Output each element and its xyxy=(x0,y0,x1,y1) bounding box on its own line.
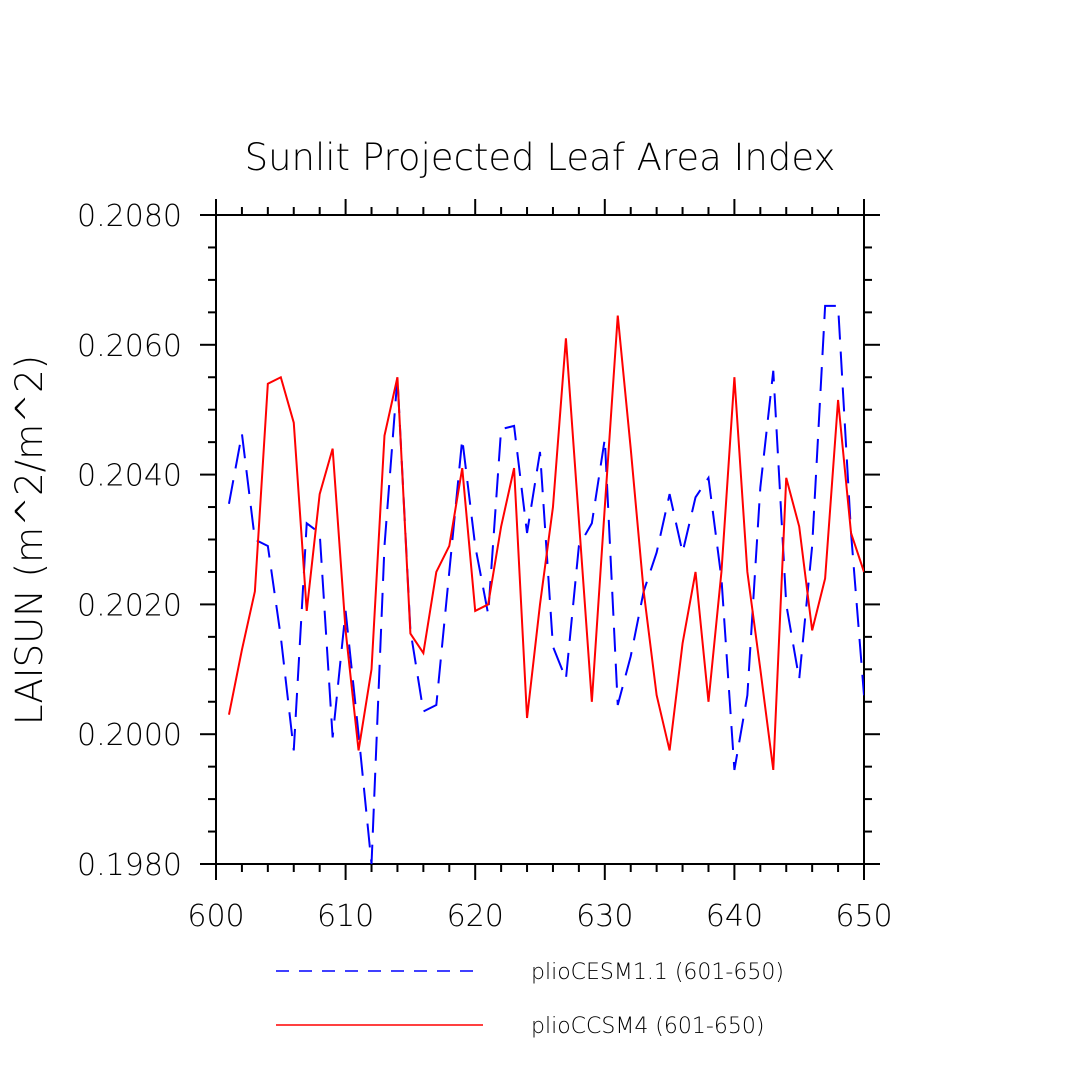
series-line-2 xyxy=(227,315,864,771)
y-tick-label: 0.2060 xyxy=(77,329,182,364)
plot-frame xyxy=(215,214,865,865)
x-tick-label: 620 xyxy=(447,899,504,934)
axes-group: 600 610 620 630 640 650 0.1980 0.2000 0.2020 0.20… xyxy=(77,199,893,934)
y-tick-label: 0.1980 xyxy=(77,848,182,883)
legend: plioCESM1.1 (601-650) plioCCSM4 (601-650) xyxy=(276,960,784,1039)
legend-label-2: plioCCSM4 (601-650) xyxy=(531,1014,764,1039)
x-tick-label: 650 xyxy=(835,899,892,934)
series-line-1 xyxy=(227,304,864,864)
x-tick-label: 640 xyxy=(706,899,763,934)
series-group xyxy=(227,304,864,864)
y-axis-label: LAISUN (m^2/m^2) xyxy=(8,355,51,725)
x-tick-label: 630 xyxy=(576,899,633,934)
chart-title: Sunlit Projected Leaf Area Index xyxy=(245,136,836,179)
y-tick-label: 0.2020 xyxy=(77,588,182,623)
x-tick-label: 600 xyxy=(187,899,244,934)
legend-label-1: plioCESM1.1 (601-650) xyxy=(531,960,784,985)
y-tick-label: 0.2040 xyxy=(77,459,182,494)
y-tick-label: 0.2000 xyxy=(77,718,182,753)
x-tick-label: 610 xyxy=(317,899,374,934)
y-tick-label: 0.2080 xyxy=(77,199,182,234)
